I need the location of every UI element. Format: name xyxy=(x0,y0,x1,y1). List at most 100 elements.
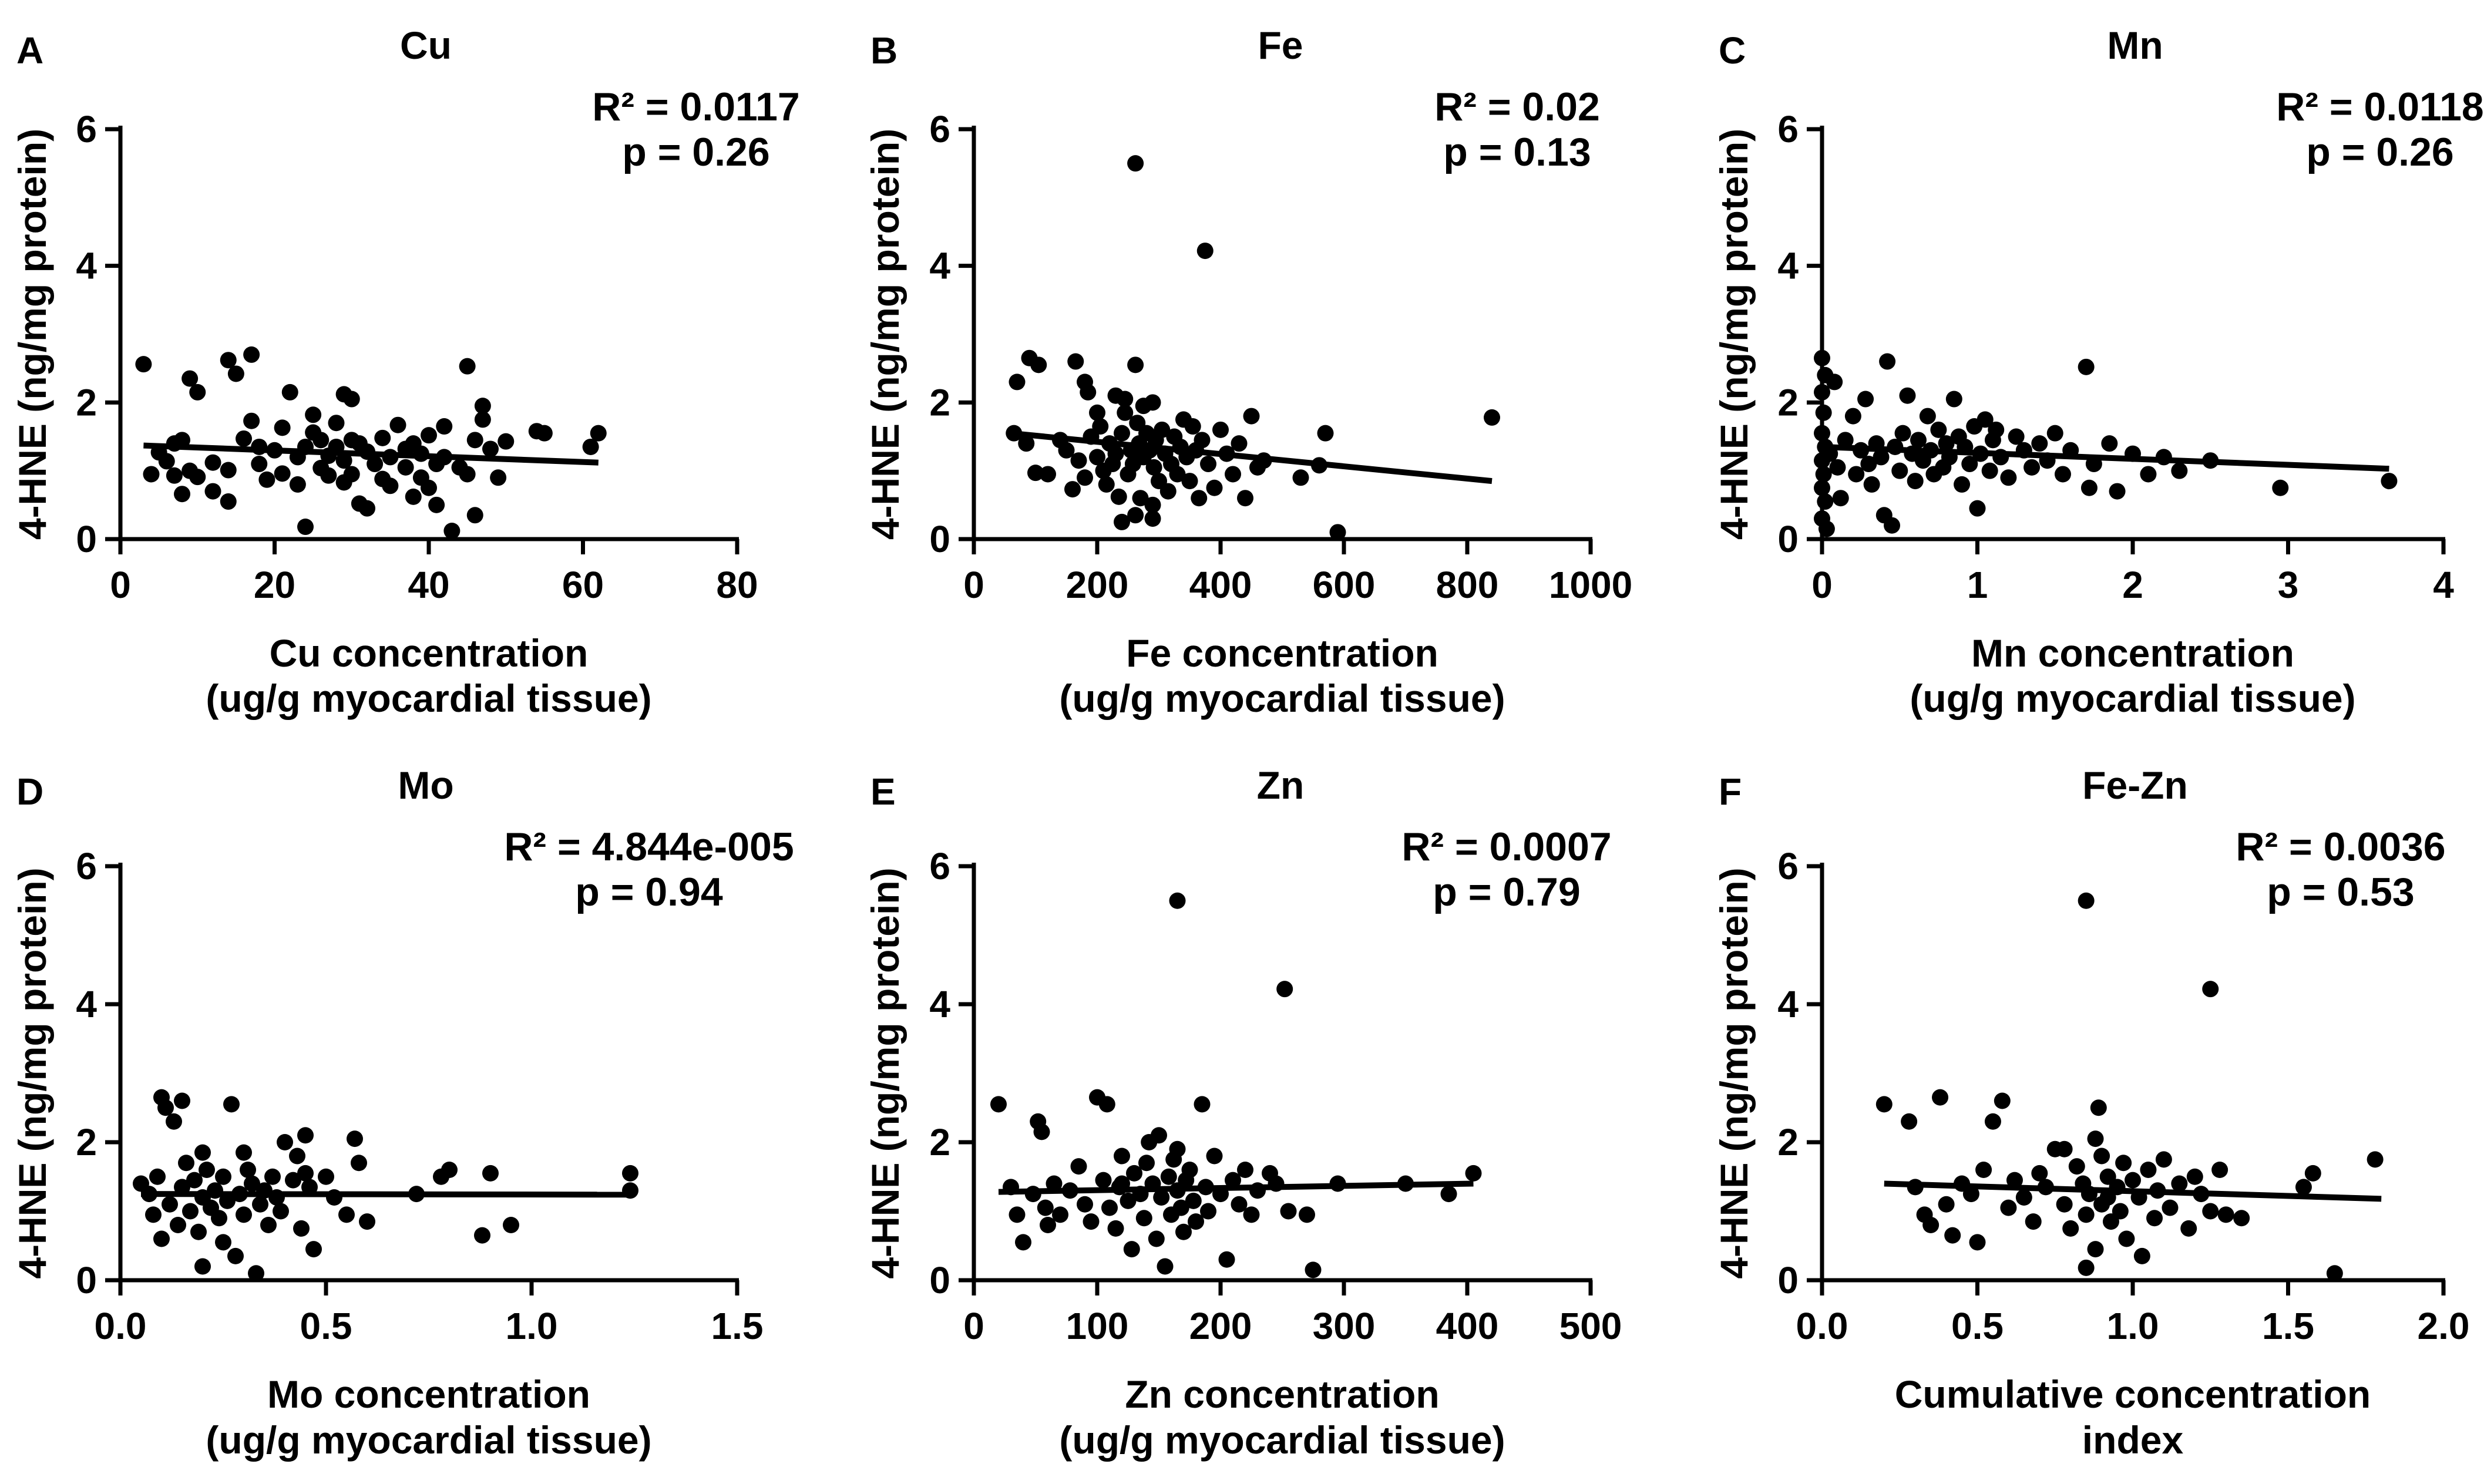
x-tick-label: 500 xyxy=(1559,1305,1622,1347)
data-point xyxy=(1046,1175,1063,1192)
data-point xyxy=(1064,481,1081,498)
data-point xyxy=(1961,456,1978,473)
panel-letter: F xyxy=(1719,770,1742,813)
data-point xyxy=(436,418,453,435)
y-axis-label: 4-HNE (ng/mg protein) xyxy=(863,867,907,1278)
x-tick-label: 300 xyxy=(1313,1305,1376,1347)
data-point xyxy=(1899,387,1916,404)
data-point xyxy=(158,453,175,470)
data-point xyxy=(1930,421,1947,438)
data-point xyxy=(274,465,291,482)
y-axis-label: 4-HNE (ng/mg protein) xyxy=(863,129,907,540)
data-point xyxy=(466,432,483,449)
data-point xyxy=(459,466,476,483)
data-point xyxy=(459,358,476,375)
x-tick-label: 2.0 xyxy=(2418,1305,2470,1347)
data-point xyxy=(186,1172,203,1189)
data-point xyxy=(389,416,406,433)
data-point xyxy=(1484,409,1500,426)
data-point xyxy=(1089,449,1105,466)
data-point xyxy=(2023,459,2041,476)
y-tick-label: 4 xyxy=(76,245,97,287)
data-point xyxy=(2171,462,2188,479)
data-point xyxy=(466,507,483,524)
x-axis-label: Mn concentration xyxy=(1971,631,2294,675)
data-point xyxy=(2109,483,2126,500)
data-point xyxy=(482,1165,499,1182)
data-point xyxy=(1153,1189,1170,1206)
data-point xyxy=(153,1230,170,1247)
data-point xyxy=(2211,1162,2228,1178)
data-point xyxy=(441,1162,458,1178)
x-axis-label-line2: (ug/g myocardial tissue) xyxy=(1059,677,1505,720)
x-tick-label: 200 xyxy=(1066,564,1129,606)
y-tick-label: 6 xyxy=(1777,845,1799,887)
data-point xyxy=(1218,1251,1235,1268)
data-point xyxy=(194,1258,211,1275)
y-tick-label: 2 xyxy=(1777,1121,1799,1163)
r-squared-label: R² = 0.0036 xyxy=(2236,825,2445,869)
panel-letter: C xyxy=(1719,29,1746,72)
x-tick-label: 1.5 xyxy=(2262,1305,2314,1347)
data-point xyxy=(1329,524,1346,541)
x-tick-label: 2 xyxy=(2122,564,2143,606)
data-point xyxy=(1175,1223,1192,1240)
data-point xyxy=(2381,473,2398,490)
panel-title: Fe xyxy=(1258,23,1303,67)
p-value-label: p = 0.94 xyxy=(575,870,723,914)
data-point xyxy=(1127,356,1144,373)
y-tick-label: 4 xyxy=(76,983,97,1025)
data-point xyxy=(1145,459,1162,476)
data-point xyxy=(1098,476,1115,493)
data-point xyxy=(1033,1123,1050,1140)
data-point xyxy=(1814,349,1830,366)
data-point xyxy=(1837,432,1854,449)
data-point xyxy=(2000,469,2017,486)
panel-title: Mo xyxy=(398,763,453,807)
data-point xyxy=(305,1241,322,1258)
data-point xyxy=(1117,404,1134,421)
y-tick-label: 2 xyxy=(76,381,97,423)
data-point xyxy=(622,1165,638,1182)
regression-line xyxy=(998,1180,1474,1195)
x-tick-label: 400 xyxy=(1436,1305,1499,1347)
x-axis-label: Fe concentration xyxy=(1126,631,1438,675)
data-point xyxy=(1185,1192,1202,1209)
data-point xyxy=(382,477,399,494)
data-point xyxy=(1169,1140,1186,1157)
data-point xyxy=(2133,1247,2150,1264)
data-point xyxy=(1114,513,1130,530)
data-point xyxy=(1009,373,1026,391)
y-tick-label: 0 xyxy=(1777,518,1799,560)
x-tick-label: 200 xyxy=(1189,1305,1252,1347)
data-point xyxy=(1077,469,1093,486)
r-squared-label: R² = 0.02 xyxy=(1434,85,1600,129)
data-point xyxy=(1945,391,1962,408)
data-point xyxy=(1127,507,1144,524)
data-point xyxy=(474,1227,490,1244)
data-point xyxy=(2180,1220,2197,1237)
panel-title: Fe-Zn xyxy=(2082,763,2188,807)
data-point xyxy=(1863,476,1880,493)
data-point xyxy=(2006,1172,2023,1189)
data-point xyxy=(143,466,160,483)
data-point xyxy=(1107,445,1124,462)
data-point xyxy=(2295,1179,2312,1196)
data-point xyxy=(1015,1234,1031,1251)
y-tick-label: 0 xyxy=(1777,1259,1799,1301)
data-point xyxy=(1212,421,1229,438)
data-point xyxy=(443,523,461,540)
data-point xyxy=(264,1168,281,1185)
data-point xyxy=(1276,981,1293,998)
data-point xyxy=(2093,1148,2110,1165)
x-tick-label: 40 xyxy=(408,564,449,606)
data-point xyxy=(1135,1210,1152,1227)
data-point xyxy=(1030,356,1047,373)
data-point xyxy=(1969,1234,1986,1251)
x-tick-label: 60 xyxy=(562,564,604,606)
data-point xyxy=(590,425,607,442)
data-point xyxy=(1151,1127,1167,1144)
regression-line xyxy=(1884,1180,2382,1202)
